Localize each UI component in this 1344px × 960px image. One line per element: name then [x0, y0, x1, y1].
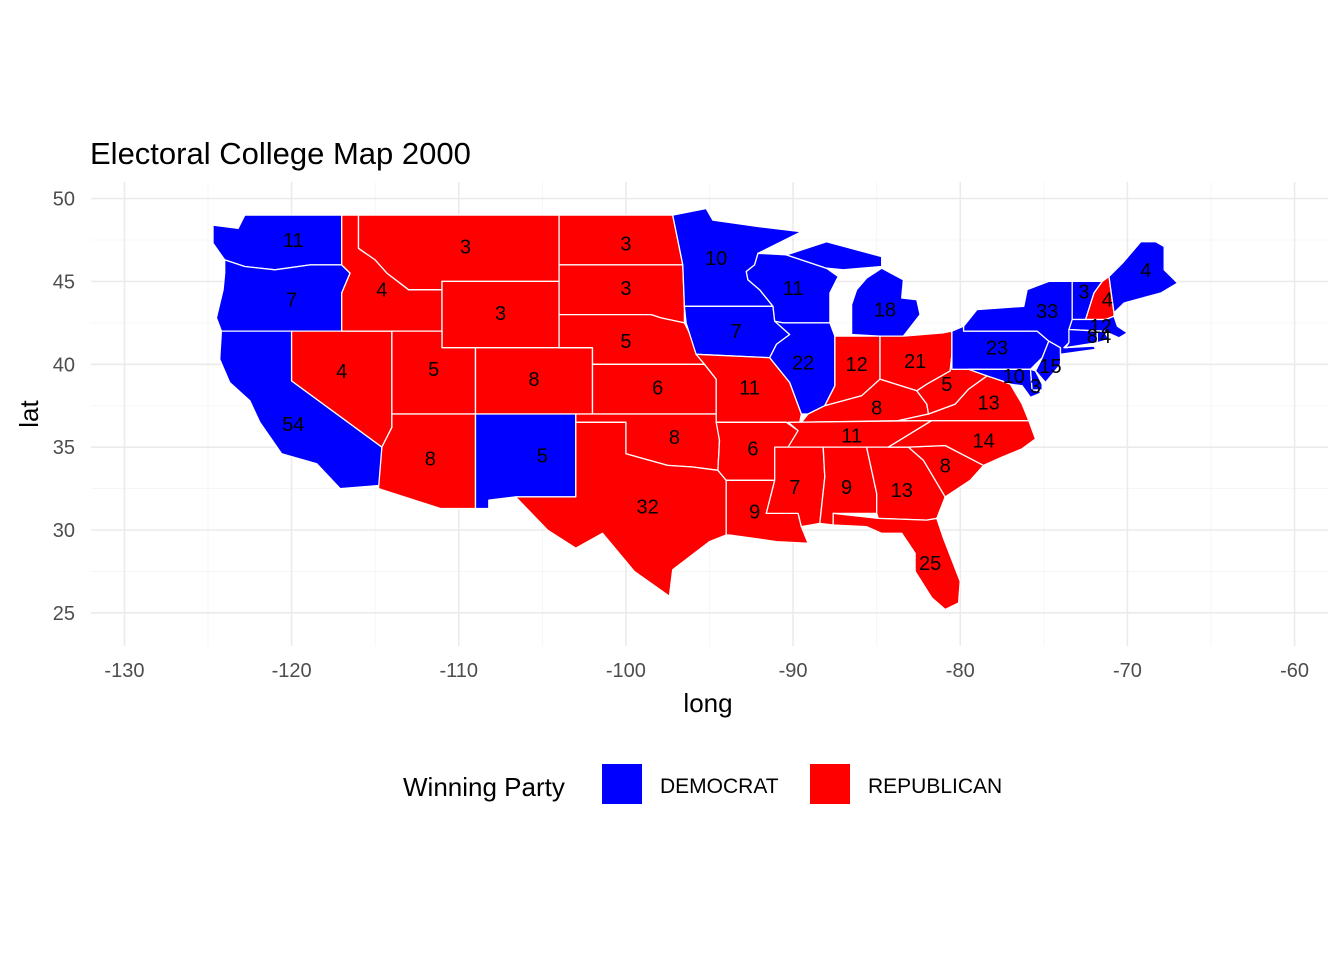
x-tick-label: -80: [946, 660, 975, 682]
ev-label-missouri: 11: [739, 377, 760, 399]
state-michigan-upper-peninsula: [785, 241, 883, 271]
ev-label-wyoming: 3: [495, 303, 506, 325]
ev-label-alabama: 9: [841, 477, 852, 499]
ev-label-maryland: 10: [1003, 366, 1025, 388]
ev-label-mississippi: 7: [789, 477, 800, 499]
legend-label-republican: REPUBLICAN: [868, 775, 1002, 798]
ev-label-ohio: 21: [904, 351, 926, 373]
ev-label-utah: 5: [428, 359, 439, 381]
ev-label-kentucky: 8: [871, 397, 882, 419]
legend-swatch-democrat: [602, 764, 642, 804]
ev-label-california: 54: [282, 414, 304, 436]
ev-label-arizona: 8: [425, 449, 436, 471]
y-tick-label: 35: [53, 437, 75, 459]
ev-label-delaware: 3: [1030, 376, 1041, 398]
y-axis-title: lat: [14, 399, 44, 427]
ev-label-oklahoma: 8: [669, 427, 680, 449]
x-axis-title: long: [683, 688, 732, 718]
y-tick-label: 45: [53, 271, 75, 293]
x-tick-label: -70: [1113, 660, 1142, 682]
x-tick-label: -130: [104, 660, 144, 682]
ev-label-tennessee: 11: [841, 425, 862, 447]
ev-label-west-virginia: 5: [941, 374, 952, 396]
ev-label-new-hampshire: 4: [1102, 290, 1113, 312]
ev-label-georgia: 13: [891, 480, 913, 502]
ev-label-indiana: 12: [845, 354, 867, 376]
ev-label-montana: 3: [460, 237, 471, 259]
ev-label-maine: 4: [1140, 260, 1151, 282]
ev-label-illinois: 22: [792, 353, 814, 375]
ev-label-nebraska: 5: [620, 331, 631, 353]
legend: Winning Party DEMOCRAT REPUBLICAN: [403, 764, 1002, 804]
ev-label-virginia: 13: [978, 392, 1000, 414]
state-washington: [212, 214, 343, 271]
ev-label-oregon: 7: [286, 290, 297, 312]
y-tick-label: 30: [53, 520, 75, 542]
state-oregon: [215, 259, 351, 332]
ev-label-north-dakota: 3: [620, 233, 631, 255]
chart-title: Electoral College Map 2000: [90, 136, 471, 171]
ev-label-minnesota: 10: [705, 248, 727, 270]
ev-label-rhode-island: 4: [1100, 326, 1111, 348]
ev-label-idaho: 4: [376, 280, 387, 302]
x-tick-label: -90: [779, 660, 808, 682]
ev-label-pennsylvania: 23: [986, 338, 1008, 360]
state-florida: [832, 512, 961, 611]
state-texas: [514, 421, 727, 597]
ev-label-vermont: 3: [1078, 281, 1089, 303]
x-tick-label: -60: [1280, 660, 1309, 682]
state-shapes: [212, 207, 1179, 611]
state-new-mexico: [474, 413, 577, 510]
y-tick-label: 25: [53, 603, 75, 625]
state-maine: [1108, 241, 1179, 314]
x-tick-label: -120: [272, 660, 312, 682]
ev-label-new-mexico: 5: [537, 445, 548, 467]
ev-label-south-carolina: 8: [940, 455, 951, 477]
legend-swatch-republican: [810, 764, 850, 804]
state-connecticut: [1064, 328, 1098, 349]
ev-label-south-dakota: 3: [620, 278, 631, 300]
ev-label-new-jersey: 15: [1039, 356, 1061, 378]
ev-label-wisconsin: 11: [783, 278, 804, 300]
ev-label-washington: 11: [283, 230, 304, 252]
ev-label-louisiana: 9: [749, 502, 760, 524]
legend-label-democrat: DEMOCRAT: [660, 775, 779, 798]
x-axis-ticks: -130 -120 -110 -100 -90 -80 -70 -60: [104, 660, 1309, 682]
y-axis-ticks: 25 30 35 40 45 50: [53, 189, 75, 625]
state-delaware: [1029, 368, 1043, 391]
ev-label-arkansas: 6: [747, 439, 758, 461]
ev-label-iowa: 7: [731, 321, 742, 343]
ev-label-kansas: 6: [652, 377, 663, 399]
x-tick-label: -110: [439, 660, 478, 682]
ev-label-north-carolina: 14: [973, 430, 995, 452]
legend-title: Winning Party: [403, 772, 565, 802]
x-tick-label: -100: [606, 660, 646, 682]
ev-label-texas: 32: [637, 497, 659, 519]
ev-label-nevada: 4: [336, 361, 347, 383]
y-tick-label: 50: [53, 189, 75, 211]
ev-label-florida: 25: [919, 553, 941, 575]
state-rhode-island: [1096, 330, 1110, 344]
ev-label-connecticut: 8: [1087, 326, 1098, 348]
ev-label-new-york: 33: [1036, 301, 1058, 323]
ev-label-massachusetts: 12: [1090, 316, 1112, 338]
ev-label-colorado: 8: [528, 369, 539, 391]
y-tick-label: 40: [53, 354, 75, 376]
ev-label-michigan: 18: [874, 300, 896, 322]
